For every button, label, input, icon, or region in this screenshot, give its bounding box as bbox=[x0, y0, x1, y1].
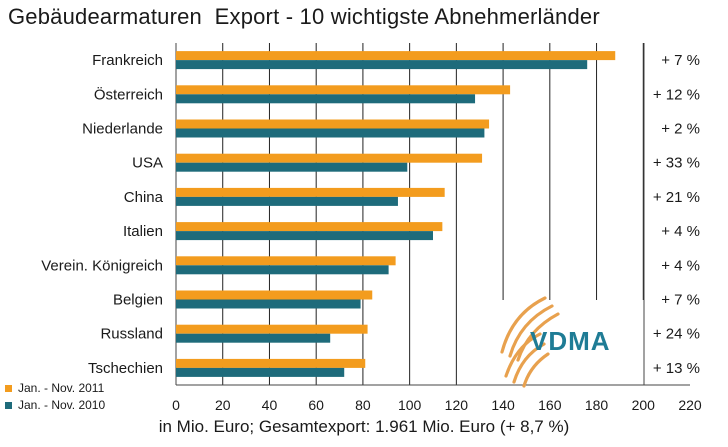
bar-2011 bbox=[176, 256, 396, 266]
x-tick-label: 80 bbox=[355, 397, 371, 413]
category-label: Tschechien bbox=[88, 360, 163, 377]
category-label: Frankreich bbox=[92, 52, 163, 69]
bar-2011 bbox=[176, 119, 490, 129]
bar-2011 bbox=[176, 187, 445, 197]
change-label: + 4 % bbox=[661, 257, 700, 274]
bar-2011 bbox=[176, 324, 368, 334]
bar-2010 bbox=[176, 333, 331, 343]
bar-2010 bbox=[176, 60, 588, 70]
bar-2011 bbox=[176, 358, 366, 368]
bar-2010 bbox=[176, 162, 408, 172]
legend-label-2011: Jan. - Nov. 2011 bbox=[18, 381, 105, 395]
logo-arcs bbox=[500, 296, 560, 388]
legend-swatch-2011 bbox=[5, 384, 12, 392]
bar-2011 bbox=[176, 290, 373, 300]
change-label: + 13 % bbox=[653, 360, 700, 377]
x-tick-label: 160 bbox=[538, 397, 562, 413]
bar-2011 bbox=[176, 51, 616, 61]
category-label: Verein. Königreich bbox=[41, 257, 163, 274]
vdma-logo: VDMA bbox=[490, 290, 630, 395]
category-label: Italien bbox=[123, 223, 163, 240]
change-label: + 7 % bbox=[661, 52, 700, 69]
bar-2010 bbox=[176, 367, 345, 377]
bar-2010 bbox=[176, 299, 361, 309]
change-label: + 4 % bbox=[661, 223, 700, 240]
legend-item-2011: Jan. - Nov. 2011 bbox=[5, 381, 104, 395]
category-label: Niederlande bbox=[82, 121, 163, 138]
x-axis-label: in Mio. Euro; Gesamtexport: 1.961 Mio. E… bbox=[158, 417, 570, 436]
x-tick-label: 140 bbox=[491, 397, 515, 413]
chart-title: Gebäudearmaturen Export - 10 wichtigste … bbox=[8, 4, 600, 29]
x-tick-label: 100 bbox=[398, 397, 422, 413]
category-label: Österreich bbox=[94, 85, 163, 103]
change-label: + 24 % bbox=[653, 326, 700, 343]
x-tick-label: 220 bbox=[678, 397, 702, 413]
change-label: + 21 % bbox=[653, 189, 700, 206]
logo-text: VDMA bbox=[530, 326, 611, 356]
category-label: China bbox=[124, 189, 164, 206]
bar-2010 bbox=[176, 231, 433, 241]
change-label: + 12 % bbox=[653, 86, 700, 103]
category-label: USA bbox=[132, 155, 163, 172]
x-tick-label: 120 bbox=[445, 397, 469, 413]
bar-2011 bbox=[176, 222, 443, 232]
bar-2010 bbox=[176, 94, 476, 104]
bar-2010 bbox=[176, 128, 485, 138]
legend-swatch-2010 bbox=[5, 401, 12, 409]
x-tick-label: 0 bbox=[172, 397, 180, 413]
x-tick-label: 40 bbox=[262, 397, 278, 413]
category-label: Russland bbox=[100, 326, 163, 343]
change-label: + 7 % bbox=[661, 292, 700, 309]
legend-item-2010: Jan. - Nov. 2010 bbox=[5, 398, 105, 412]
change-label: + 2 % bbox=[661, 121, 700, 138]
bar-2010 bbox=[176, 196, 398, 206]
change-label: + 33 % bbox=[653, 155, 700, 172]
bar-2010 bbox=[176, 265, 389, 275]
bar-2011 bbox=[176, 85, 511, 95]
legend-label-2010: Jan. - Nov. 2010 bbox=[18, 398, 106, 412]
x-tick-label: 60 bbox=[308, 397, 324, 413]
bar-2011 bbox=[176, 153, 483, 163]
category-label: Belgien bbox=[113, 292, 163, 309]
x-tick-label: 200 bbox=[632, 397, 656, 413]
x-tick-label: 20 bbox=[215, 397, 231, 413]
x-tick-label: 180 bbox=[585, 397, 609, 413]
